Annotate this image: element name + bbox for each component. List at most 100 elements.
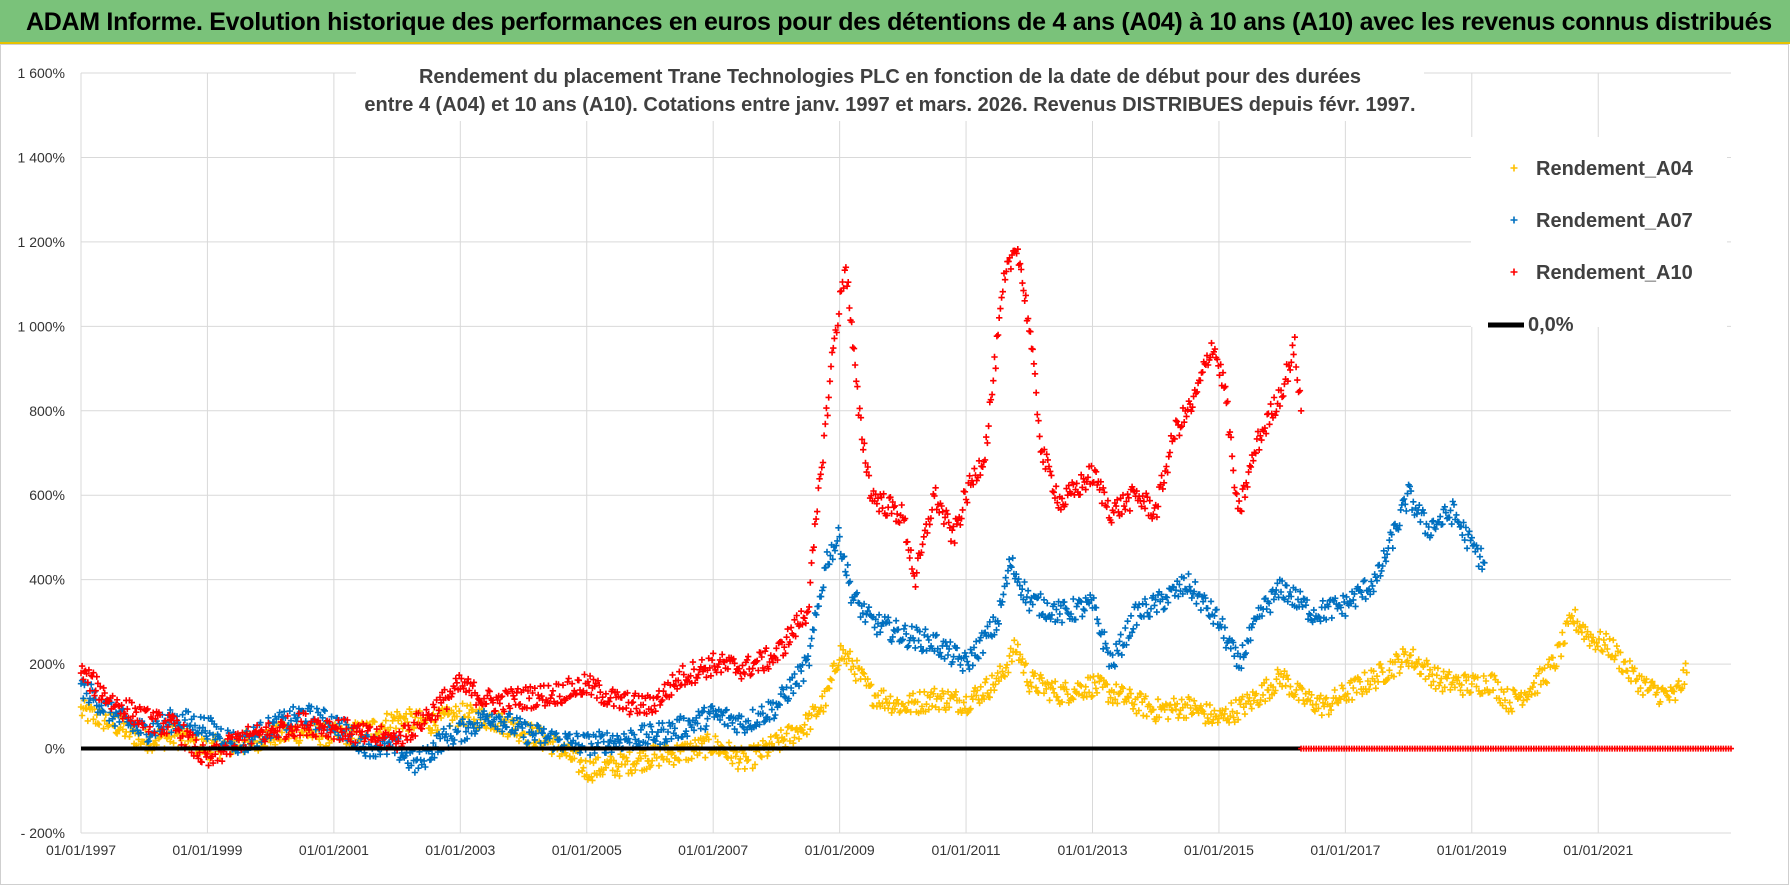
data-point: [137, 729, 144, 736]
data-point: [1146, 703, 1154, 710]
data-point: [1211, 612, 1218, 619]
data-point: [1280, 673, 1287, 681]
data-point: [1111, 663, 1119, 670]
data-point: [111, 722, 119, 730]
data-point: [784, 625, 791, 633]
data-point: [1164, 599, 1172, 606]
data-point: [1073, 603, 1080, 610]
data-point: [858, 666, 865, 673]
data-point: [714, 738, 721, 746]
data-point: [1070, 595, 1077, 603]
data-point: [320, 706, 327, 713]
data-point: [1277, 670, 1285, 677]
data-point: [100, 684, 107, 692]
data-point: [1453, 511, 1460, 519]
data-point: [179, 711, 186, 718]
data-point: [1325, 711, 1332, 718]
data-point: [1460, 519, 1467, 526]
data-point: [669, 671, 676, 679]
data-point: [775, 700, 782, 708]
data-point: [1180, 574, 1188, 582]
data-point: [777, 726, 785, 734]
data-point: [768, 740, 776, 747]
data-point: [1524, 693, 1532, 700]
data-point: [1003, 268, 1010, 275]
data-point: [319, 714, 326, 721]
data-point: [1329, 700, 1336, 707]
data-point: [1440, 668, 1447, 675]
data-point: [806, 603, 813, 611]
data-point: [808, 635, 815, 642]
data-point: [940, 690, 947, 697]
data-point: [235, 736, 243, 744]
data-point: [983, 433, 990, 441]
data-point: [900, 625, 908, 633]
data-point: [1549, 654, 1556, 661]
data-point: [431, 754, 438, 761]
data-point: [1553, 663, 1560, 670]
data-point: [649, 709, 656, 716]
data-point: [996, 663, 1004, 670]
data-point: [1277, 387, 1285, 394]
data-point: [721, 721, 728, 728]
data-point: [803, 609, 811, 616]
data-point: [600, 738, 607, 745]
data-point: [651, 737, 658, 744]
data-point: [1198, 706, 1206, 714]
data-point: [737, 755, 744, 763]
data-point: [734, 765, 742, 773]
series-layer: [77, 246, 1734, 784]
data-point: [1420, 509, 1428, 517]
data-point: [829, 556, 836, 563]
data-point: [226, 751, 234, 758]
data-point: [1139, 492, 1146, 500]
data-point: [913, 569, 920, 576]
data-point: [1437, 679, 1444, 686]
data-point: [1187, 587, 1194, 594]
data-point: [1253, 690, 1260, 697]
data-point: [845, 655, 852, 662]
data-point: [1302, 602, 1310, 609]
data-point: [1624, 667, 1631, 675]
data-point: [801, 721, 808, 728]
data-point: [1432, 685, 1439, 692]
data-point: [1342, 612, 1349, 620]
data-point: [1248, 705, 1255, 712]
data-point: [1184, 588, 1191, 595]
data-point: [320, 726, 327, 734]
data-point: [241, 736, 248, 744]
data-point: [931, 647, 938, 655]
data-point: [1282, 682, 1289, 689]
data-point: [84, 717, 91, 725]
data-point: [923, 701, 930, 708]
data-point: [967, 646, 974, 653]
data-point: [662, 692, 669, 699]
data-point: [1192, 578, 1199, 586]
data-point: [751, 761, 759, 768]
data-point: [1211, 345, 1219, 353]
data-point: [1024, 315, 1032, 322]
data-point: [938, 695, 945, 702]
data-point: [1016, 582, 1023, 589]
data-point: [1262, 430, 1270, 437]
data-point: [1088, 462, 1095, 470]
data-point: [1007, 265, 1015, 273]
data-point: [1601, 641, 1609, 649]
data-point: [342, 732, 349, 740]
data-point: [690, 727, 698, 734]
data-point: [853, 589, 861, 596]
data-point: [204, 735, 211, 743]
data-point: [723, 706, 730, 713]
data-point: [690, 666, 698, 673]
data-point: [1159, 596, 1166, 603]
data-point: [922, 626, 929, 633]
legend-label: Rendement_A04: [1536, 158, 1694, 180]
data-point: [1084, 598, 1092, 606]
data-point: [994, 669, 1001, 677]
data-point: [1479, 690, 1486, 697]
data-point: [715, 660, 722, 668]
data-point: [1143, 601, 1150, 608]
data-point: [1468, 680, 1475, 688]
data-point: [335, 717, 342, 724]
data-point: [921, 631, 928, 639]
